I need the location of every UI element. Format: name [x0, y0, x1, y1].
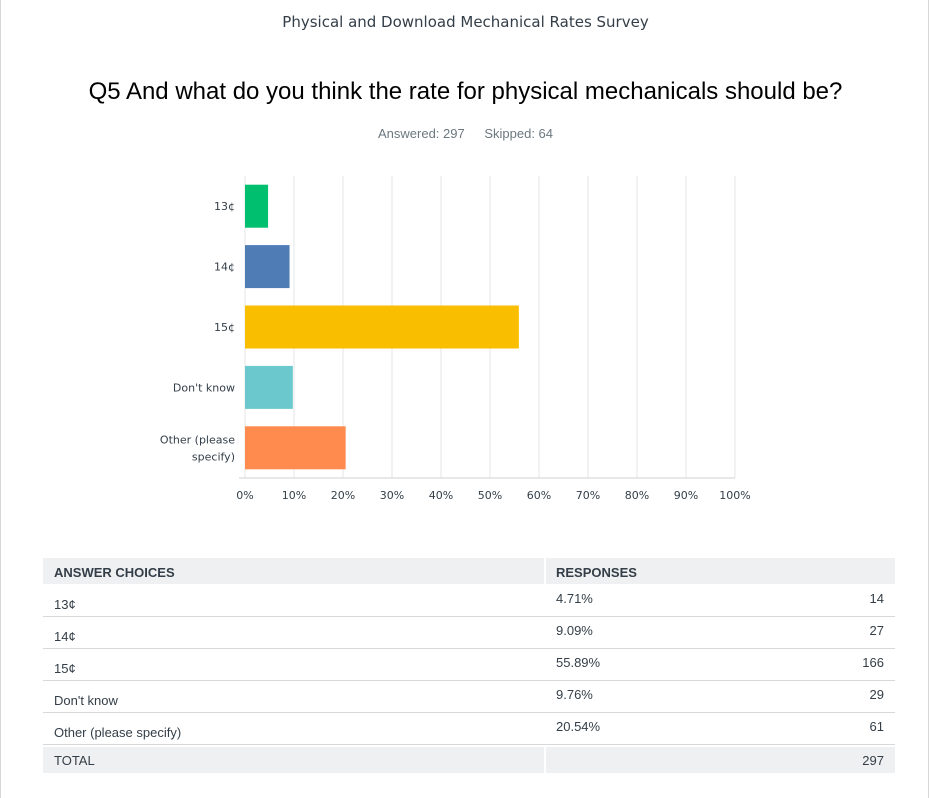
row-response-count: 166 [862, 655, 884, 670]
header-answer-choices: ANSWER CHOICES [54, 565, 175, 580]
bar [245, 245, 290, 289]
category-label-line: specify) [192, 450, 235, 463]
x-tick-label: 40% [429, 489, 453, 502]
x-tick-label: 20% [331, 489, 355, 502]
skipped-count: Skipped: 64 [484, 126, 554, 141]
category-label-line: 15¢ [214, 321, 235, 334]
category-label-line: Other (please [160, 433, 235, 446]
bar [245, 426, 346, 470]
question-title: Q5 And what do you think the rate for ph… [88, 78, 843, 105]
column-separator [544, 585, 546, 616]
bar [245, 305, 519, 349]
column-separator [544, 649, 546, 680]
bar-chart: 0% 10% 20% 30% 40% 50% 60% 70% 80% 90% 100% 13¢ 14¢ 1… [160, 176, 751, 502]
row-response-percent: 55.89% [556, 655, 601, 670]
x-tick-label: 30% [380, 489, 404, 502]
row-response-count: 61 [869, 719, 884, 734]
x-tick-label: 70% [576, 489, 600, 502]
row-answer-choice: Other (please specify) [54, 725, 182, 740]
category-label: Other (please specify) [160, 433, 235, 463]
x-tick-label: 90% [674, 489, 698, 502]
x-tick-label: 10% [282, 489, 306, 502]
category-label: Don't know [173, 381, 235, 394]
row-response-percent: 20.54% [556, 719, 601, 734]
table-row: 14¢ 9.09% 27 [43, 617, 895, 649]
row-answer-choice: 13¢ [54, 597, 76, 612]
x-tick-label: 80% [625, 489, 649, 502]
row-response-count: 29 [869, 687, 884, 702]
column-separator [544, 617, 546, 648]
category-label: 15¢ [214, 321, 235, 334]
category-label-line: 13¢ [214, 200, 235, 213]
row-answer-choice: 15¢ [54, 661, 76, 676]
category-label-line: 14¢ [214, 261, 235, 274]
row-answer-choice: Don't know [54, 693, 118, 708]
response-stats: Answered: 297 Skipped: 64 [0, 126, 931, 141]
column-separator [544, 558, 546, 584]
column-separator [544, 747, 546, 773]
table-body: 13¢ 4.71% 14 14¢ 9.09% 27 15¢ 55.89% 166 Don't kn… [43, 585, 895, 745]
x-tick-label: 50% [478, 489, 502, 502]
bar [245, 184, 269, 228]
table-row: 15¢ 55.89% 166 [43, 649, 895, 681]
table-row: 13¢ 4.71% 14 [43, 585, 895, 617]
bar [245, 365, 293, 409]
row-response-count: 27 [869, 623, 884, 638]
total-label: TOTAL [54, 753, 95, 768]
x-tick-label: 0% [236, 489, 253, 502]
table-total-row: TOTAL 297 [43, 747, 895, 773]
x-tick-label: 60% [527, 489, 551, 502]
survey-title: Physical and Download Mechanical Rates S… [282, 13, 649, 31]
header-responses: RESPONSES [556, 565, 637, 580]
table-row: Other (please specify) 20.54% 61 [43, 713, 895, 745]
category-label-line: Don't know [173, 381, 235, 394]
total-count: 297 [862, 753, 884, 768]
row-response-count: 14 [869, 591, 884, 606]
table-header: ANSWER CHOICES RESPONSES [43, 558, 895, 585]
category-label: 14¢ [214, 261, 235, 274]
x-tick-label: 100% [719, 489, 750, 502]
responses-table: ANSWER CHOICES RESPONSES 13¢ 4.71% 14 14¢ 9.… [43, 558, 895, 773]
row-response-percent: 4.71% [556, 591, 593, 606]
row-response-percent: 9.09% [556, 623, 593, 638]
row-answer-choice: 14¢ [54, 629, 76, 644]
table-row: Don't know 9.76% 29 [43, 681, 895, 713]
column-separator [544, 713, 546, 744]
category-label: 13¢ [214, 200, 235, 213]
row-response-percent: 9.76% [556, 687, 593, 702]
answered-count: Answered: 297 [377, 126, 465, 141]
column-separator [544, 681, 546, 712]
